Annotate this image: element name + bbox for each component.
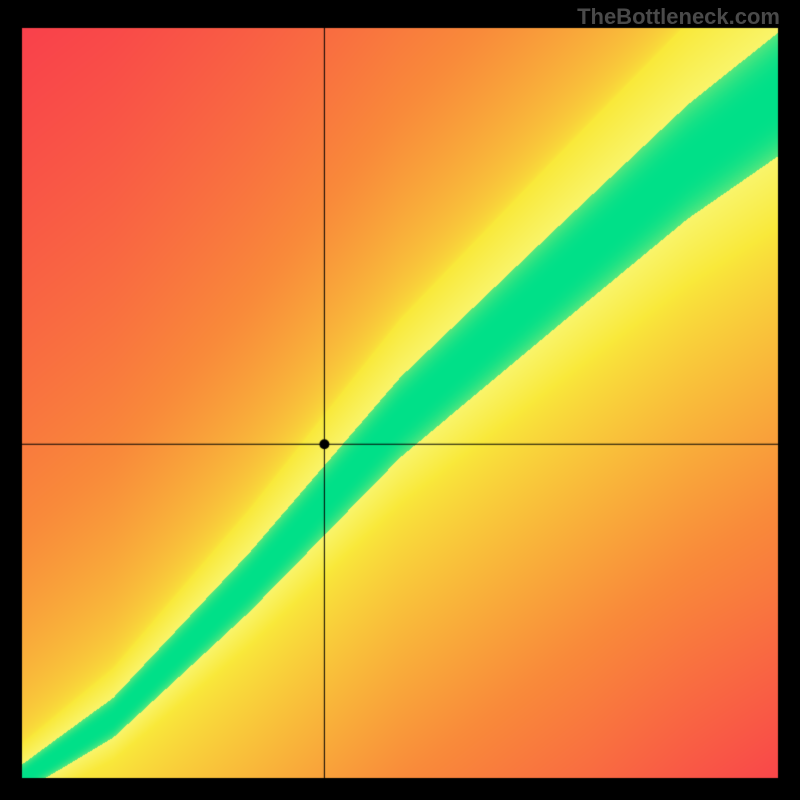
watermark-text: TheBottleneck.com xyxy=(577,4,780,30)
bottleneck-heatmap-canvas xyxy=(0,0,800,800)
chart-container: TheBottleneck.com xyxy=(0,0,800,800)
